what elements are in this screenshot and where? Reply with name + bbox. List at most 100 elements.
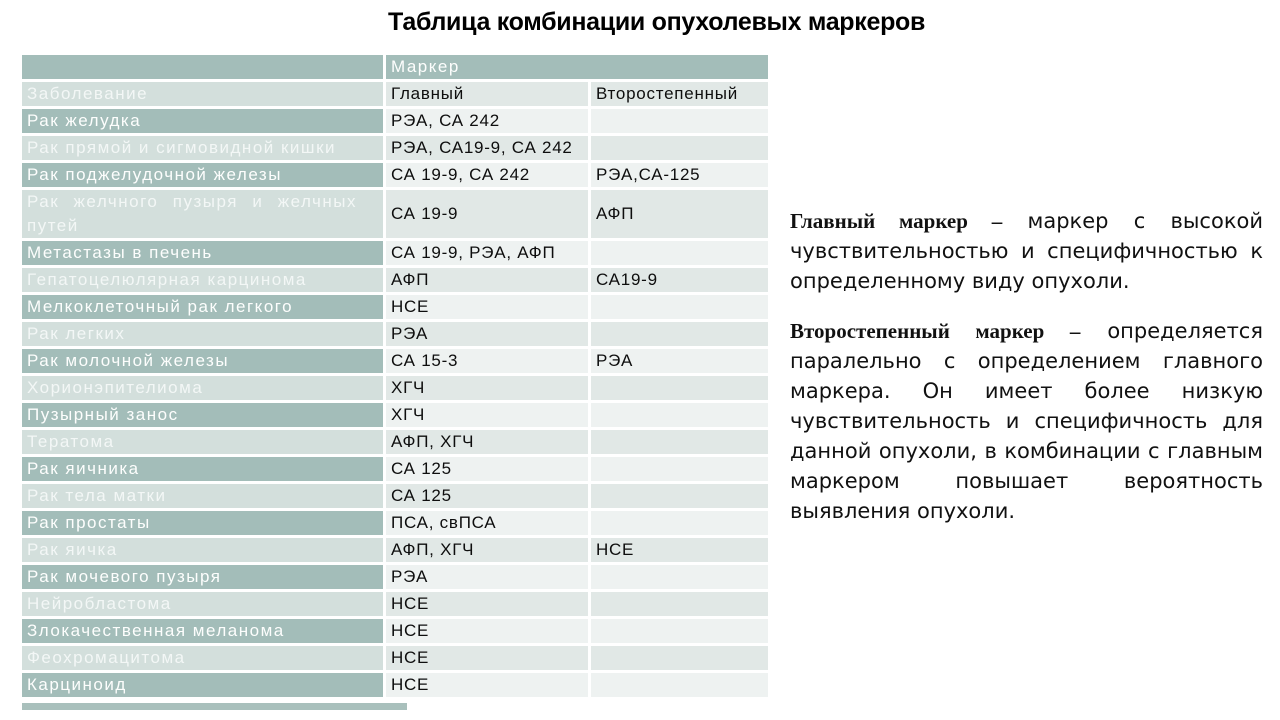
main-cell: РЭА, СА 242 [386, 109, 588, 133]
disease-cell: Рак тела матки [22, 484, 383, 508]
main-cell: НСЕ [386, 592, 588, 616]
definition-main-marker-text: маркер с высокой чувствительностью и спе… [790, 209, 1263, 293]
main-cell: СА 15-3 [386, 349, 588, 373]
table-row: Гепатоцелюлярная карцинома АФП СА19-9 [22, 268, 768, 292]
table-row: Рак желудка РЭА, СА 242 [22, 109, 768, 133]
definition-main-marker-term: Главный маркер – [790, 209, 1003, 233]
table-row: Рак желчного пузыря и желчных путей СА 19… [22, 190, 768, 238]
secondary-cell [591, 484, 768, 508]
disease-cell: Тератома [22, 430, 383, 454]
table-header-row-marker: Маркер [22, 55, 768, 79]
secondary-cell [591, 646, 768, 670]
secondary-cell [591, 109, 768, 133]
disease-cell: Рак яичка [22, 538, 383, 562]
table-row: Рак поджелудочной железы СА 19-9, СА 242 Р… [22, 163, 768, 187]
definition-secondary-marker-term: Второстепенный маркер – [790, 319, 1081, 343]
secondary-cell [591, 565, 768, 589]
disease-cell: Рак мочевого пузыря [22, 565, 383, 589]
table-body: Рак желудка РЭА, СА 242 Рак прямой и сигмо… [22, 109, 768, 697]
secondary-cell [591, 376, 768, 400]
main-cell: СА 19-9 [386, 190, 588, 238]
disease-cell: Хорионэпителиома [22, 376, 383, 400]
main-cell: РЭА [386, 565, 588, 589]
disease-cell: Метастазы в печень [22, 241, 383, 265]
tumor-markers-table-container: Маркер Заболевание Главный Второстепенны… [19, 52, 771, 700]
disease-cell: Рак желудка [22, 109, 383, 133]
main-cell: ПСА, свПСА [386, 511, 588, 535]
disease-cell: Рак молочной железы [22, 349, 383, 373]
main-cell: РЭА [386, 322, 588, 346]
table-row: Рак яичника СА 125 [22, 457, 768, 481]
header-disease-cell: Заболевание [22, 82, 383, 106]
table-header: Маркер Заболевание Главный Второстепенны… [22, 55, 768, 106]
tumor-markers-table: Маркер Заболевание Главный Второстепенны… [19, 52, 771, 700]
main-cell: НСЕ [386, 646, 588, 670]
main-cell: СА 19-9, РЭА, АФП [386, 241, 588, 265]
table-row: Карциноид НСЕ [22, 673, 768, 697]
definition-secondary-marker-text: определяется паралельно с определением г… [790, 319, 1263, 523]
header-empty-cell [22, 55, 383, 79]
main-cell: СА 125 [386, 484, 588, 508]
secondary-cell: РЭА [591, 349, 768, 373]
secondary-cell [591, 673, 768, 697]
table-row: Феохромацитома НСЕ [22, 646, 768, 670]
main-cell: СА 125 [386, 457, 588, 481]
main-cell: РЭА, СА19-9, СА 242 [386, 136, 588, 160]
secondary-cell [591, 619, 768, 643]
table-row: Рак простаты ПСА, свПСА [22, 511, 768, 535]
main-cell: СА 19-9, СА 242 [386, 163, 588, 187]
header-secondary-cell: Второстепенный [591, 82, 768, 106]
header-main-cell: Главный [386, 82, 588, 106]
disease-cell: Рак яичника [22, 457, 383, 481]
secondary-cell: СА19-9 [591, 268, 768, 292]
table-row: Рак легких РЭА [22, 322, 768, 346]
main-cell: АФП, ХГЧ [386, 538, 588, 562]
main-cell: ХГЧ [386, 376, 588, 400]
secondary-cell [591, 136, 768, 160]
main-cell: ХГЧ [386, 403, 588, 427]
main-cell: НСЕ [386, 673, 588, 697]
secondary-cell [591, 430, 768, 454]
secondary-cell [591, 322, 768, 346]
main-cell: НСЕ [386, 295, 588, 319]
disease-cell: Рак простаты [22, 511, 383, 535]
disease-cell: Злокачественная меланома [22, 619, 383, 643]
secondary-cell [591, 511, 768, 535]
disease-cell: Рак легких [22, 322, 383, 346]
table-row: Хорионэпителиома ХГЧ [22, 376, 768, 400]
disease-cell: Мелкоклеточный рак легкого [22, 295, 383, 319]
secondary-cell: АФП [591, 190, 768, 238]
main-cell: АФП [386, 268, 588, 292]
page-title: Таблица комбинации опухолевых маркеров [388, 8, 926, 36]
disease-cell: Рак желчного пузыря и желчных путей [22, 190, 383, 238]
table-row: Злокачественная меланома НСЕ [22, 619, 768, 643]
main-cell: НСЕ [386, 619, 588, 643]
secondary-cell: НСЕ [591, 538, 768, 562]
disease-cell: Карциноид [22, 673, 383, 697]
table-row: Рак мочевого пузыря РЭА [22, 565, 768, 589]
disease-cell: Гепатоцелюлярная карцинома [22, 268, 383, 292]
disease-cell: Феохромацитома [22, 646, 383, 670]
disease-cell: Рак прямой и сигмовидной кишки [22, 136, 383, 160]
secondary-cell [591, 295, 768, 319]
header-marker-cell: Маркер [386, 55, 768, 79]
disease-cell: Нейробластома [22, 592, 383, 616]
marker-definitions: Главный маркер – маркер с высокой чувств… [790, 206, 1263, 546]
table-row: Нейробластома НСЕ [22, 592, 768, 616]
secondary-cell [591, 241, 768, 265]
secondary-cell [591, 592, 768, 616]
definition-secondary-marker: Второстепенный маркер – определяется пар… [790, 316, 1263, 526]
table-row: Мелкоклеточный рак легкого НСЕ [22, 295, 768, 319]
table-header-row-labels: Заболевание Главный Второстепенный [22, 82, 768, 106]
secondary-cell [591, 457, 768, 481]
secondary-cell [591, 403, 768, 427]
table-row: Тератома АФП, ХГЧ [22, 430, 768, 454]
table-row: Рак прямой и сигмовидной кишки РЭА, СА19-… [22, 136, 768, 160]
table-row: Рак молочной железы СА 15-3 РЭА [22, 349, 768, 373]
table-row: Рак тела матки СА 125 [22, 484, 768, 508]
main-cell: АФП, ХГЧ [386, 430, 588, 454]
definition-main-marker: Главный маркер – маркер с высокой чувств… [790, 206, 1263, 296]
table-row: Пузырный занос ХГЧ [22, 403, 768, 427]
disease-cell: Пузырный занос [22, 403, 383, 427]
disease-cell: Рак поджелудочной железы [22, 163, 383, 187]
